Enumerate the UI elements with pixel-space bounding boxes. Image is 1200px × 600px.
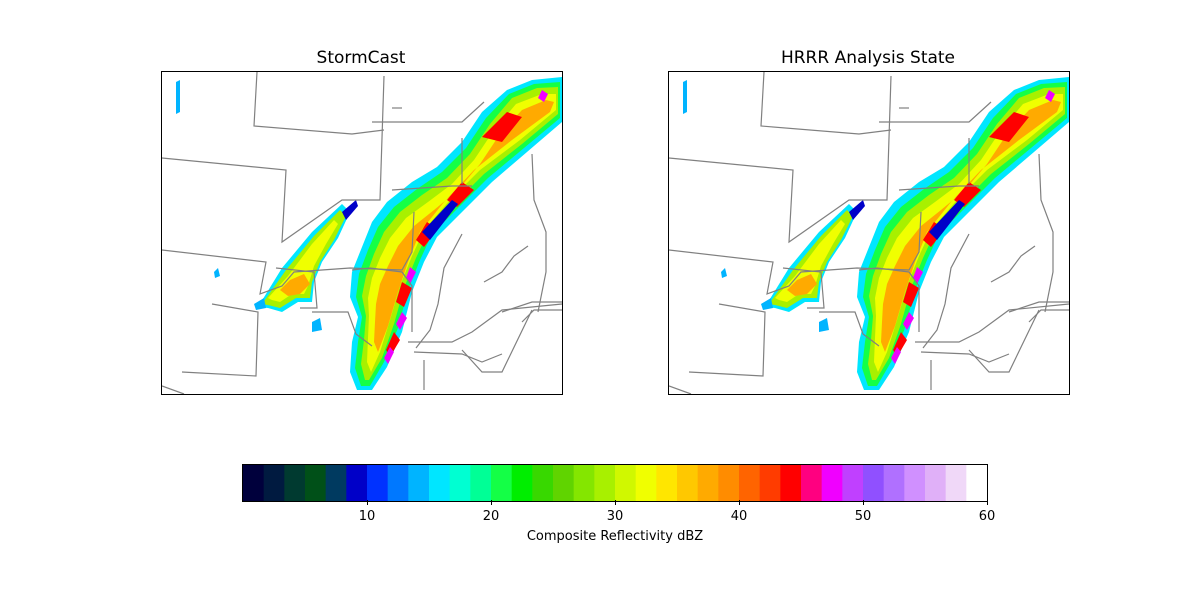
colorbar-tick <box>738 500 740 505</box>
colorbar-swatch <box>387 465 409 501</box>
colorbar-swatch <box>594 465 616 501</box>
colorbar-tick <box>614 500 616 505</box>
colorbar-swatch <box>801 465 823 501</box>
colorbar-swatch <box>553 465 575 501</box>
colorbar-tick <box>986 500 988 505</box>
colorbar-tick-label: 30 <box>606 509 624 524</box>
colorbar-swatch <box>739 465 761 501</box>
colorbar-swatch <box>966 465 987 501</box>
colorbar-swatch <box>635 465 657 501</box>
colorbar-swatch <box>243 465 265 501</box>
colorbar-tick-label: 50 <box>854 509 872 524</box>
colorbar-tick-label: 40 <box>730 509 748 524</box>
stormcast-map[interactable] <box>161 71 563 395</box>
colorbar-tick-label: 10 <box>358 509 376 524</box>
panel-title-stormcast: StormCast <box>316 48 406 68</box>
colorbar-tick-label: 60 <box>978 509 996 524</box>
state-borders <box>162 72 562 394</box>
colorbar-swatch <box>863 465 885 501</box>
colorbar-swatch <box>325 465 347 501</box>
colorbar-swatch <box>429 465 451 501</box>
colorbar <box>242 464 988 502</box>
colorbar-swatch <box>759 465 781 501</box>
colorbar-swatch <box>821 465 843 501</box>
colorbar-swatch <box>284 465 306 501</box>
colorbar-tick <box>366 500 368 505</box>
colorbar-swatch <box>511 465 533 501</box>
panel-title-hrrr: HRRR Analysis State <box>780 48 956 68</box>
colorbar-swatch <box>656 465 678 501</box>
colorbar-swatch <box>491 465 513 501</box>
colorbar-swatch <box>925 465 947 501</box>
colorbar-swatch <box>883 465 905 501</box>
colorbar-tick-label: 20 <box>482 509 500 524</box>
colorbar-swatch <box>945 465 967 501</box>
state-borders <box>669 72 1069 394</box>
radar-echoes <box>683 77 1069 390</box>
colorbar-tick <box>490 500 492 505</box>
colorbar-swatch <box>408 465 430 501</box>
colorbar-swatch <box>346 465 368 501</box>
colorbar-swatch <box>263 465 285 501</box>
colorbar-swatch <box>718 465 740 501</box>
colorbar-swatch <box>449 465 471 501</box>
colorbar-swatch <box>904 465 926 501</box>
colorbar-swatch <box>842 465 864 501</box>
colorbar-swatch <box>615 465 637 501</box>
colorbar-tick <box>862 500 864 505</box>
colorbar-swatch <box>532 465 554 501</box>
colorbar-swatch <box>780 465 802 501</box>
hrrr-map[interactable] <box>668 71 1070 395</box>
colorbar-swatch <box>470 465 492 501</box>
colorbar-label: Composite Reflectivity dBZ <box>526 529 704 544</box>
colorbar-swatch <box>697 465 719 501</box>
colorbar-swatch <box>677 465 699 501</box>
colorbar-swatch <box>305 465 327 501</box>
colorbar-swatch <box>367 465 389 501</box>
colorbar-swatch <box>573 465 595 501</box>
